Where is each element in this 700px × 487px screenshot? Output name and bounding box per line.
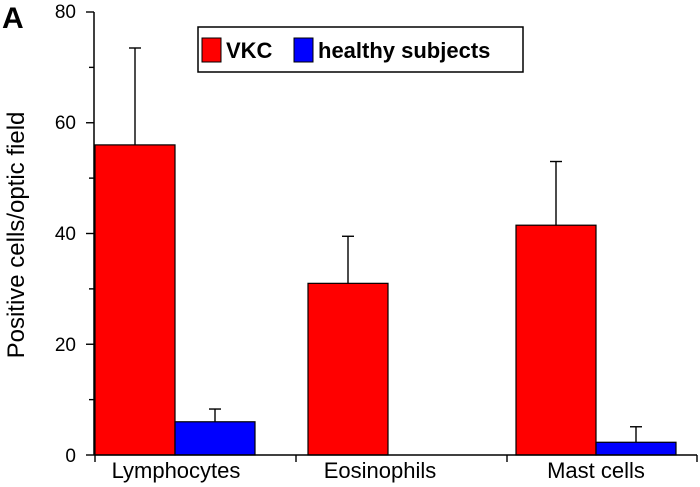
bar-vkc-mast-cells	[515, 224, 597, 456]
x-category-label-mast-cells: Mast cells	[547, 458, 645, 483]
x-category-label-lymphocytes: Lymphocytes	[112, 458, 241, 483]
y-axis-ticks: 0 20 40 60 80	[55, 2, 76, 467]
legend-swatch-vkc	[201, 37, 222, 63]
legend: VKC healthy subjects	[197, 26, 524, 73]
bar-healthy-subjects-lymphocytes	[174, 421, 256, 456]
y-axis-label: Positive cells/optic field	[3, 112, 30, 359]
panel-label: A	[2, 2, 24, 35]
bar-vkc-lymphocytes	[94, 144, 176, 456]
legend-label-vkc: VKC	[226, 38, 273, 63]
y-tick-label-0: 0	[65, 446, 76, 467]
y-tick-label-40: 40	[55, 224, 76, 245]
x-category-label-eosinophils: Eosinophils	[324, 458, 437, 483]
y-tick-label-80: 80	[55, 2, 76, 23]
x-axis-labels: Lymphocytes Eosinophils Mast cells	[112, 458, 645, 483]
bar-vkc-eosinophils	[307, 282, 389, 456]
y-tick-label-20: 20	[55, 335, 76, 356]
legend-swatch-healthy	[293, 37, 314, 63]
plot-area	[86, 11, 698, 462]
legend-box	[197, 26, 524, 73]
legend-label-healthy: healthy subjects	[318, 38, 490, 63]
y-tick-label-60: 60	[55, 113, 76, 134]
bar-healthy-subjects-mast-cells	[595, 441, 677, 456]
